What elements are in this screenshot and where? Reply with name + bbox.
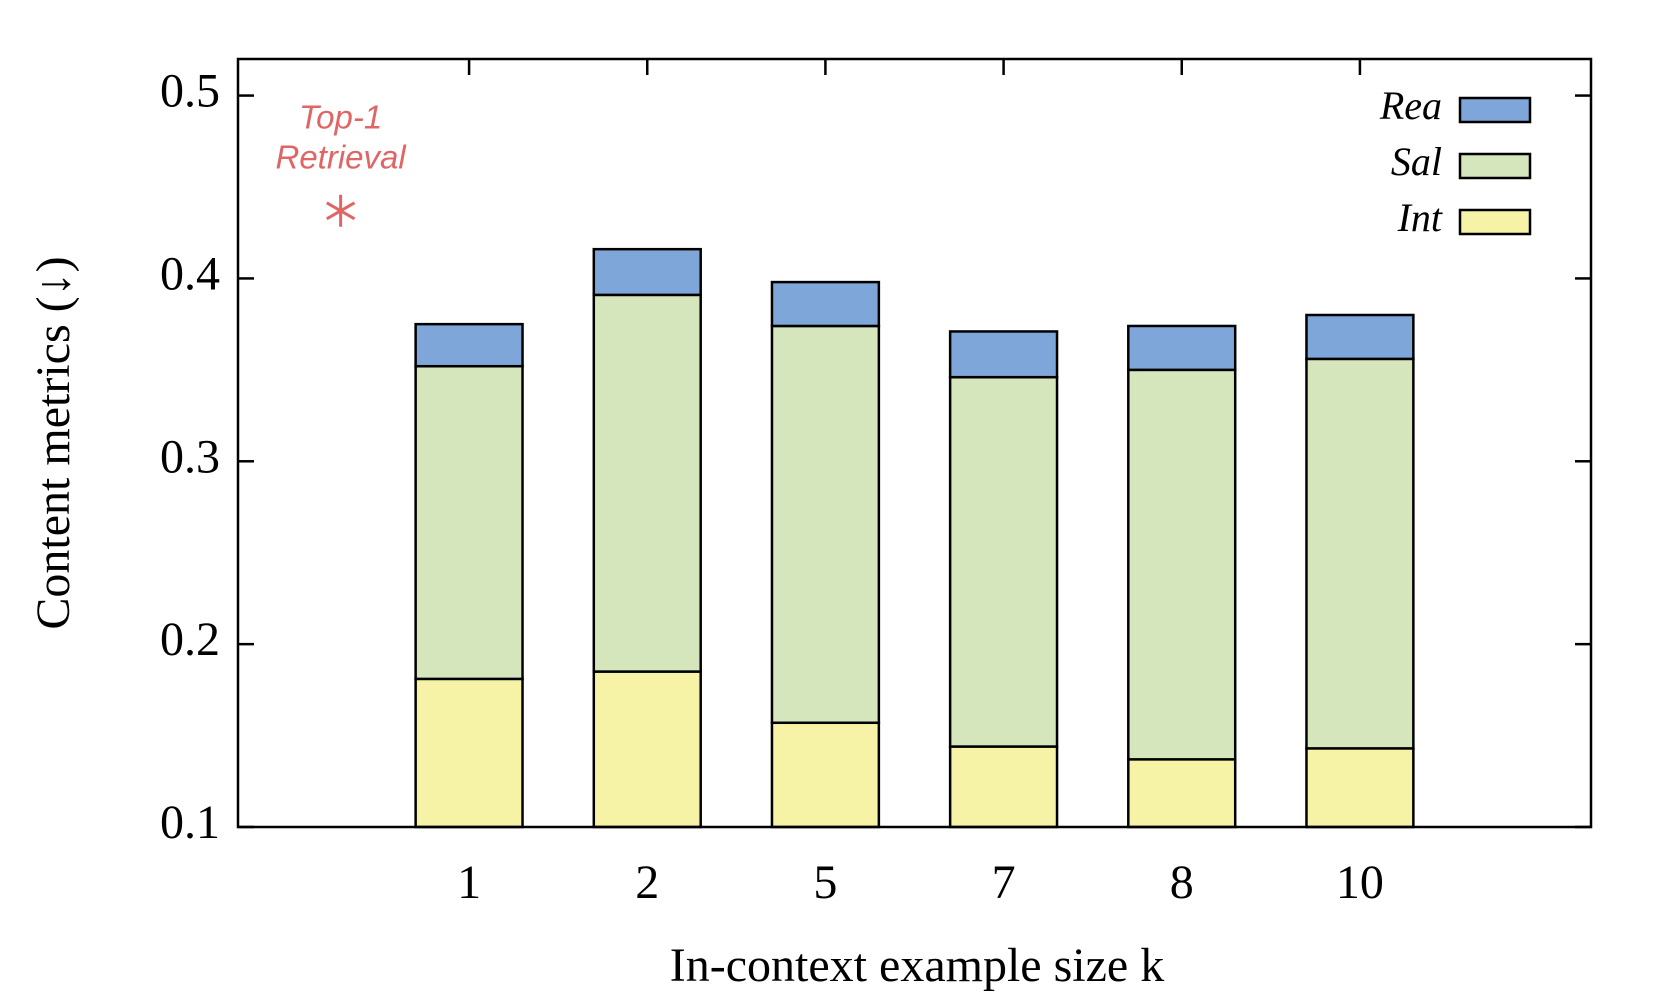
bar-segment: [414, 364, 524, 681]
bar-segment: [1305, 747, 1415, 829]
x-tick-label: 5: [813, 856, 837, 909]
plot-frame: [236, 57, 1593, 829]
bar-segment: [1127, 758, 1237, 829]
legend-swatch: [1458, 152, 1532, 180]
annotation-text: Retrieval: [276, 139, 408, 176]
y-tick-label: 0.4: [160, 247, 220, 300]
y-axis-label: Content metrics (↓): [27, 256, 80, 629]
bar-segment: [770, 721, 881, 829]
bar-segment: [1127, 368, 1237, 761]
x-tick-label: 8: [1170, 856, 1194, 909]
legend-label: Sal: [1391, 139, 1442, 184]
bar-segment: [770, 280, 881, 328]
bar-segment: [414, 677, 524, 829]
y-tick-label: 0.1: [160, 796, 220, 849]
legend-label: Rea: [1379, 83, 1442, 128]
x-tick-label: 7: [992, 856, 1016, 909]
x-tick-label: 1: [457, 856, 481, 909]
y-tick-label: 0.2: [160, 613, 220, 666]
bar-segment: [592, 670, 702, 829]
y-tick-label: 0.5: [160, 65, 220, 118]
annotation-text: Top-1: [299, 99, 382, 136]
bar-segment: [948, 375, 1059, 748]
legend-label: Int: [1397, 195, 1443, 240]
bar-segment: [414, 322, 524, 368]
bar-segment: [1305, 357, 1415, 750]
legend-swatch: [1458, 208, 1532, 236]
bar-segment: [770, 324, 881, 725]
bar-segment: [948, 330, 1059, 379]
legend-swatch: [1458, 96, 1532, 124]
star-stroke: [326, 201, 356, 221]
x-axis-label: In-context example size k: [670, 939, 1164, 992]
y-tick-label: 0.3: [160, 430, 220, 483]
bar-segment: [1127, 324, 1237, 372]
x-tick-label: 2: [635, 856, 659, 909]
annotation-star: [326, 194, 356, 227]
bar-segment: [948, 745, 1059, 829]
bar-segment: [592, 247, 702, 297]
bar-segment: [1305, 313, 1415, 361]
x-tick-label: 10: [1336, 856, 1384, 909]
bar-segment: [592, 293, 702, 673]
